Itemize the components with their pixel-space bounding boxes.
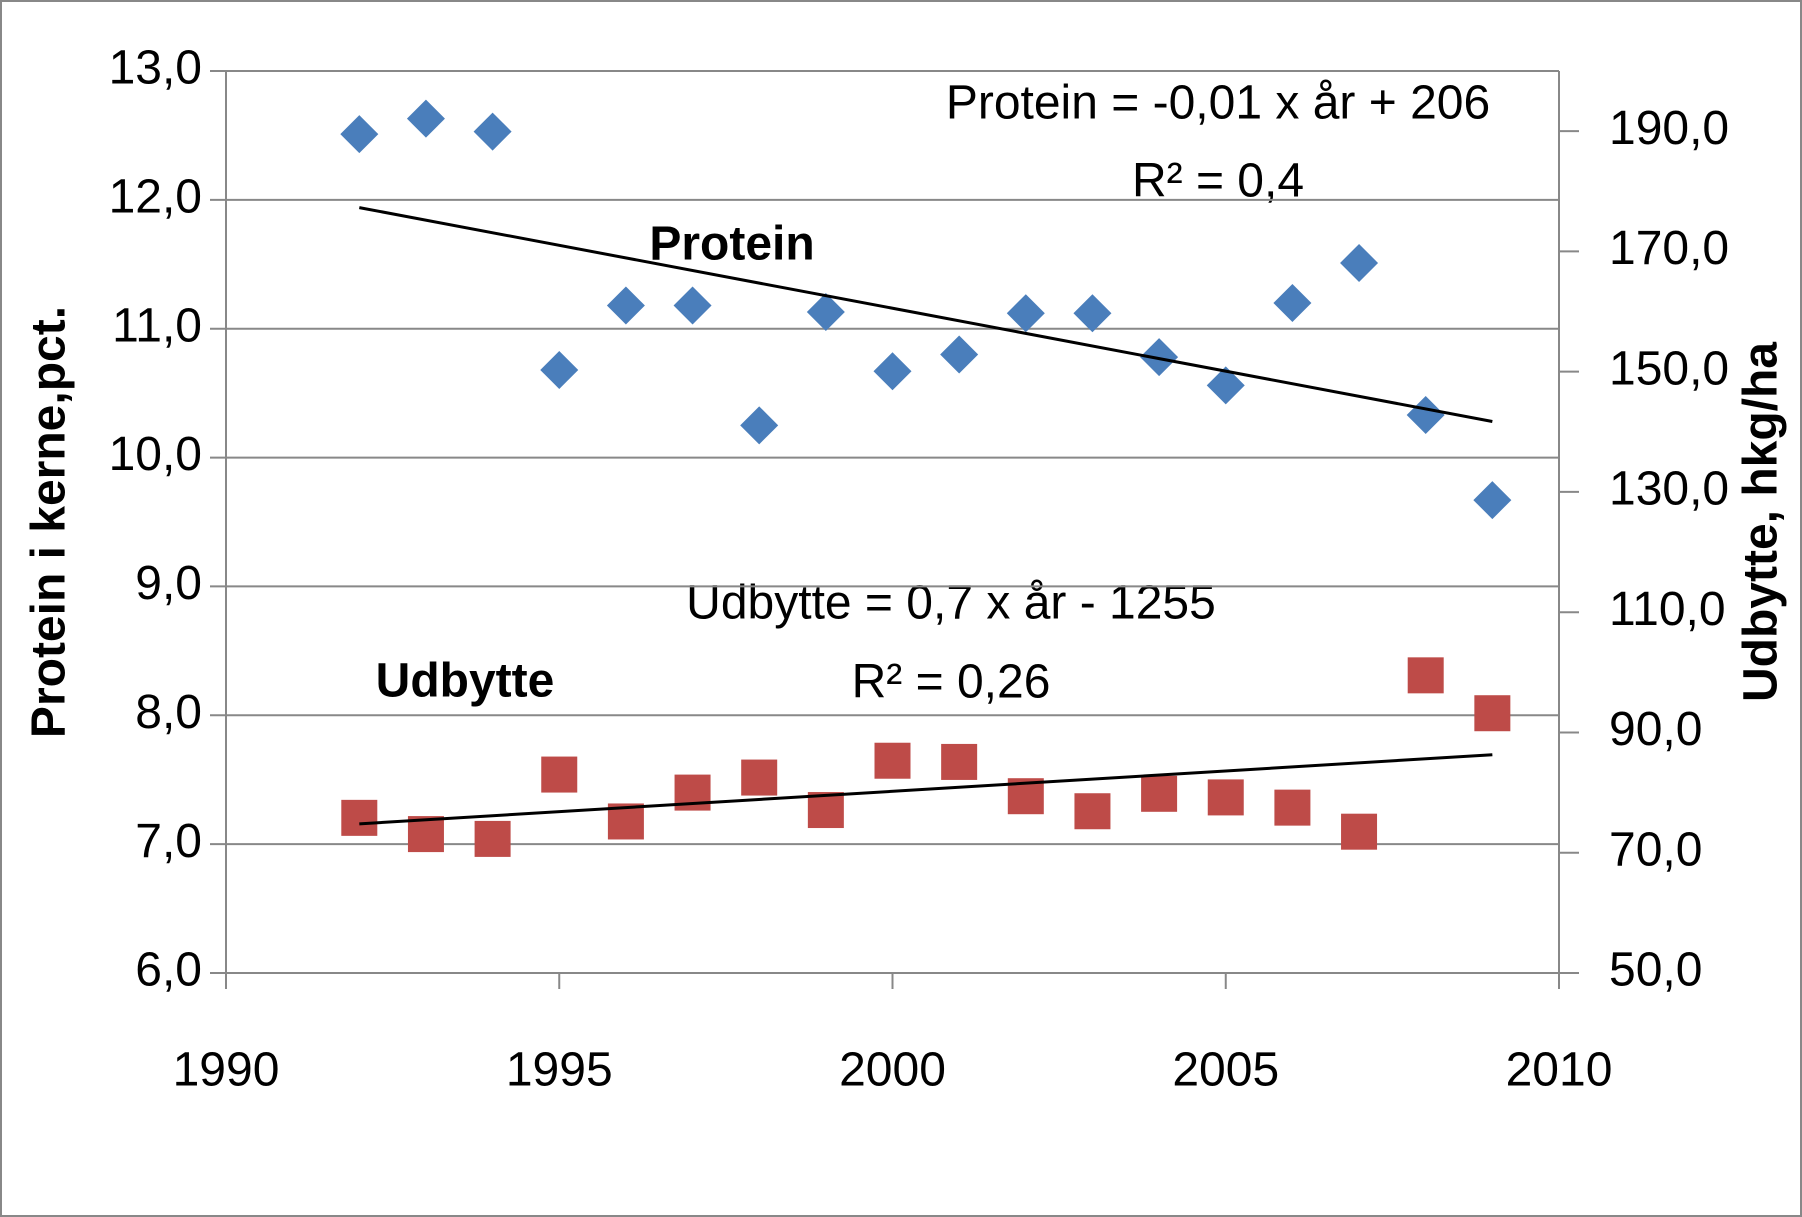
- y2-tick-label: 70,0: [1609, 823, 1702, 876]
- x-tick-label: 2010: [1506, 1044, 1613, 1097]
- y2-tick-label: 150,0: [1609, 342, 1729, 395]
- point: [1341, 814, 1377, 850]
- y2-tick-label: 90,0: [1609, 703, 1702, 756]
- y-tick-label: 12,0: [109, 171, 202, 224]
- chart: Protein i kerne,pct. Udbytte, hkg/ha Pro…: [0, 0, 1802, 1217]
- y2-tick-label: 130,0: [1609, 463, 1729, 516]
- point: [1408, 657, 1444, 693]
- protein-label: Protein: [649, 218, 814, 271]
- point: [1208, 779, 1244, 815]
- y-axis-title: Protein i kerne,pct.: [23, 306, 76, 738]
- y-tick-label: 7,0: [135, 815, 202, 868]
- point: [475, 821, 511, 857]
- y2-axis-title: Udbytte, hkg/ha: [1735, 342, 1788, 702]
- y-tick-label: 8,0: [135, 686, 202, 739]
- y-tick-label: 9,0: [135, 557, 202, 610]
- y-tick-label: 11,0: [112, 299, 202, 352]
- y2-tick-label: 170,0: [1609, 222, 1729, 275]
- y2-tick-label: 190,0: [1609, 102, 1729, 155]
- y2-tick-label: 50,0: [1609, 944, 1702, 997]
- point: [741, 760, 777, 796]
- x-tick-label: 1990: [173, 1044, 280, 1097]
- point: [341, 800, 377, 836]
- point: [1474, 695, 1510, 731]
- y-tick-label: 6,0: [135, 944, 202, 997]
- point: [1074, 793, 1110, 829]
- udbytte-r2: R² = 0,26: [852, 656, 1051, 709]
- udbytte-label: Udbytte: [376, 655, 555, 708]
- point: [1274, 790, 1310, 826]
- y-tick-label: 13,0: [109, 42, 202, 95]
- protein-equation: Protein = -0,01 x år + 206: [946, 77, 1490, 130]
- x-tick-label: 2005: [1172, 1044, 1279, 1097]
- y2-tick-label: 110,0: [1609, 583, 1726, 636]
- point: [941, 744, 977, 780]
- x-tick-label: 2000: [839, 1044, 946, 1097]
- x-tick-label: 1995: [506, 1044, 613, 1097]
- point: [875, 743, 911, 779]
- udbytte-equation: Udbytte = 0,7 x år - 1255: [686, 577, 1216, 630]
- point: [541, 757, 577, 793]
- point: [1141, 776, 1177, 812]
- y-tick-label: 10,0: [109, 428, 202, 481]
